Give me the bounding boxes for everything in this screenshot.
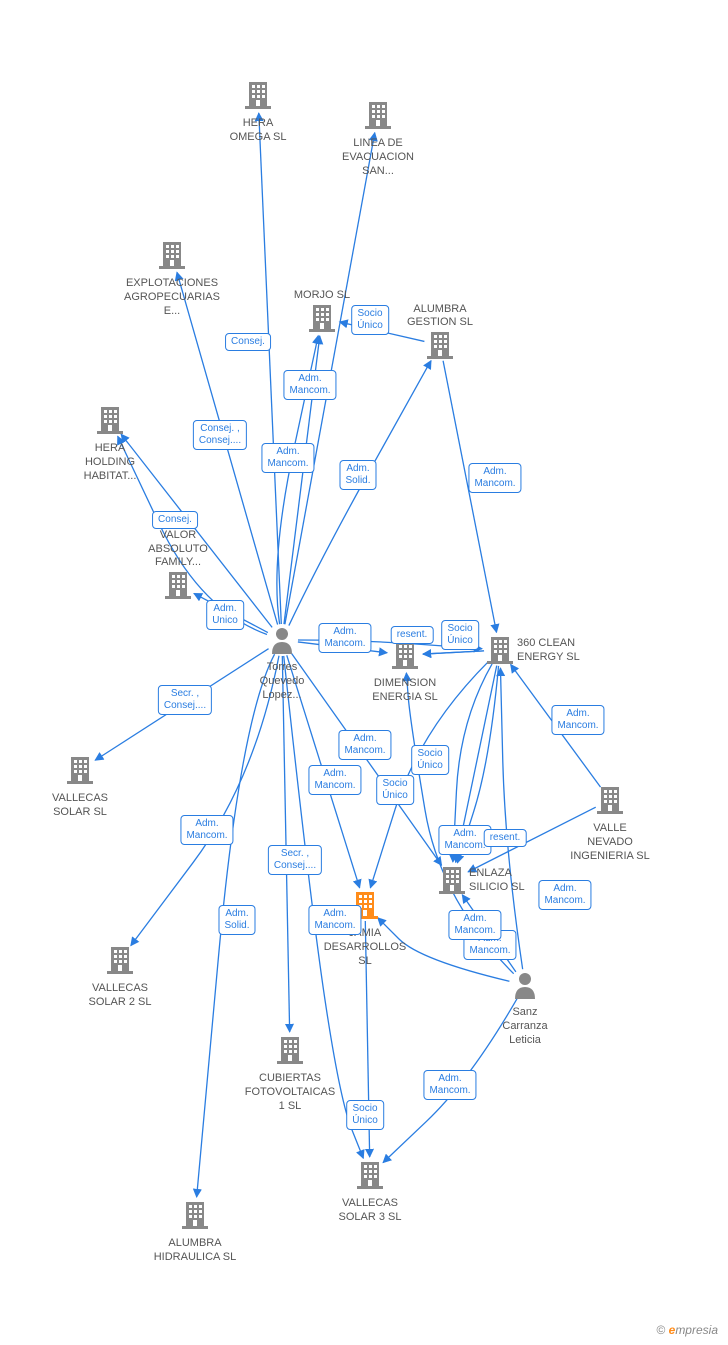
edge-label: Adm. Mancom. (468, 463, 521, 493)
edge-label: Socio Único (441, 620, 479, 650)
edge-alumbra_gest-clean360-19 (443, 361, 496, 633)
edge-label: Socio Único (376, 775, 414, 805)
edge-label: Adm. Mancom. (261, 443, 314, 473)
edge-label: Adm. Mancom. (338, 730, 391, 760)
network-canvas (0, 0, 728, 1345)
edge-clean360-dimension-18 (423, 651, 484, 654)
edge-label: Adm. Unico (206, 600, 244, 630)
edge-sanz-clean360-29 (500, 668, 522, 969)
edge-label: Adm. Mancom. (180, 815, 233, 845)
edge-label: Adm. Mancom. (423, 1070, 476, 1100)
edge-label: Consej. (225, 333, 271, 351)
edge-label: resent. (391, 626, 434, 644)
edge-torres-cubiertas-13 (282, 656, 289, 1032)
edge-label: Adm. Solid. (218, 905, 255, 935)
edge-label: Socio Único (346, 1100, 384, 1130)
edge-label: Socio Único (351, 305, 389, 335)
edge-label: Adm. Mancom. (308, 905, 361, 935)
edge-label: Consej. (152, 511, 198, 529)
edge-torres-alumbra_gest-4 (289, 361, 431, 626)
edge-label: Adm. Mancom. (538, 880, 591, 910)
edge-label: Adm. Mancom. (318, 623, 371, 653)
edge-label: Socio Único (411, 745, 449, 775)
edge-label: Consej. , Consej.... (193, 420, 247, 450)
brand-rest: mpresia (675, 1323, 718, 1337)
edge-torres-hera_holding-5 (121, 434, 272, 627)
footer-attribution: © empresia (656, 1323, 718, 1337)
edge-label: Adm. Mancom. (308, 765, 361, 795)
edge-label: resent. (484, 829, 527, 847)
edge-label: Secr. , Consej.... (158, 685, 212, 715)
edge-label: Adm. Mancom. (448, 910, 501, 940)
edge-label: Adm. Mancom. (283, 370, 336, 400)
edge-torres-hera_holding-6 (118, 436, 267, 634)
copyright-symbol: © (656, 1323, 665, 1337)
edge-label: Adm. Solid. (339, 460, 376, 490)
edge-label: Secr. , Consej.... (268, 845, 322, 875)
edge-label: Adm. Mancom. (551, 705, 604, 735)
